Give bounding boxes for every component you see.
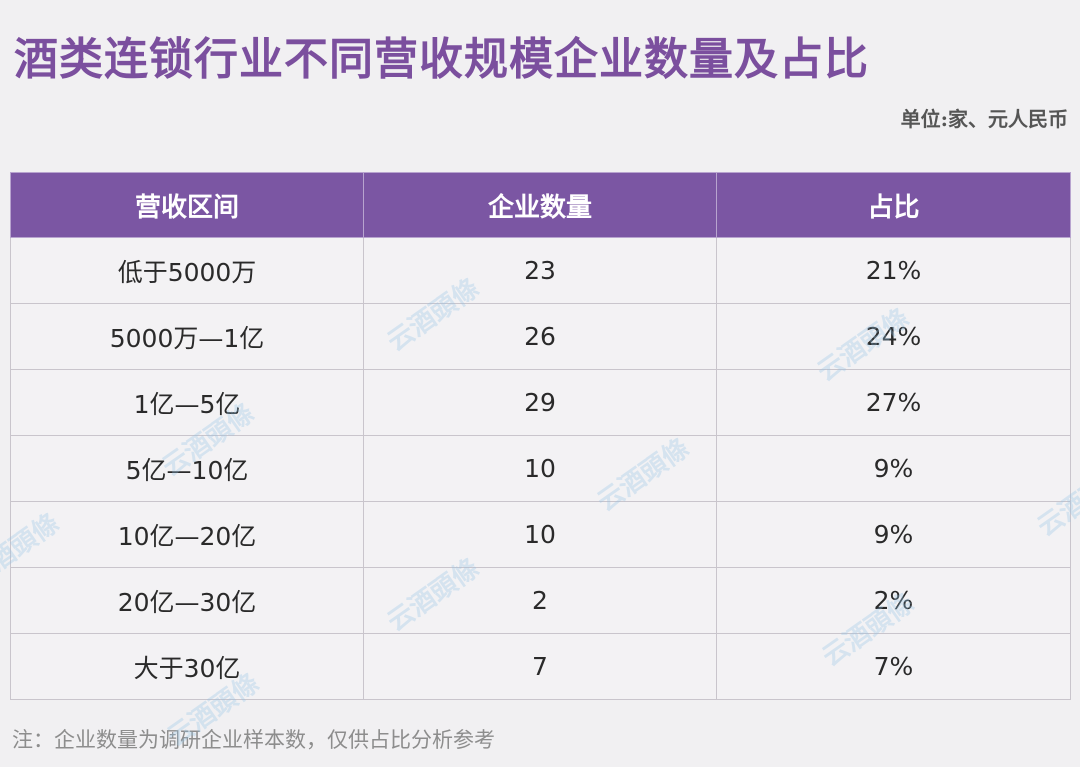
table-row: 5亿—10亿 10 9% [10, 435, 1071, 502]
cell-share: 9% [716, 501, 1071, 568]
cell-share: 21% [716, 237, 1071, 304]
table-row: 20亿—30亿 2 2% [10, 567, 1071, 634]
table-row: 低于5000万 23 21% [10, 237, 1071, 304]
cell-company-count: 23 [363, 237, 717, 304]
cell-revenue-range: 10亿—20亿 [10, 501, 364, 568]
page-title: 酒类连锁行业不同营收规模企业数量及占比 [14, 34, 869, 85]
cell-revenue-range: 20亿—30亿 [10, 567, 364, 634]
cell-revenue-range: 1亿—5亿 [10, 369, 364, 436]
cell-company-count: 7 [363, 633, 717, 700]
cell-company-count: 29 [363, 369, 717, 436]
table-row: 大于30亿 7 7% [10, 633, 1071, 700]
table-header-row: 营收区间 企业数量 占比 [10, 172, 1071, 238]
cell-revenue-range: 大于30亿 [10, 633, 364, 700]
cell-share: 2% [716, 567, 1071, 634]
cell-company-count: 10 [363, 501, 717, 568]
cell-company-count: 2 [363, 567, 717, 634]
cell-company-count: 26 [363, 303, 717, 370]
footnote: 注：企业数量为调研企业样本数，仅供占比分析参考 [12, 728, 495, 752]
cell-share: 27% [716, 369, 1071, 436]
data-table: 营收区间 企业数量 占比 低于5000万 23 21% 5000万—1亿 26 … [10, 172, 1071, 700]
table-row: 10亿—20亿 10 9% [10, 501, 1071, 568]
header-revenue-range: 营收区间 [10, 172, 364, 238]
table-row: 5000万—1亿 26 24% [10, 303, 1071, 370]
cell-share: 7% [716, 633, 1071, 700]
cell-company-count: 10 [363, 435, 717, 502]
header-share: 占比 [716, 172, 1071, 238]
cell-revenue-range: 5000万—1亿 [10, 303, 364, 370]
cell-share: 9% [716, 435, 1071, 502]
cell-revenue-range: 5亿—10亿 [10, 435, 364, 502]
cell-share: 24% [716, 303, 1071, 370]
unit-label: 单位:家、元人民币 [900, 107, 1068, 131]
table-row: 1亿—5亿 29 27% [10, 369, 1071, 436]
header-company-count: 企业数量 [363, 172, 717, 238]
cell-revenue-range: 低于5000万 [10, 237, 364, 304]
